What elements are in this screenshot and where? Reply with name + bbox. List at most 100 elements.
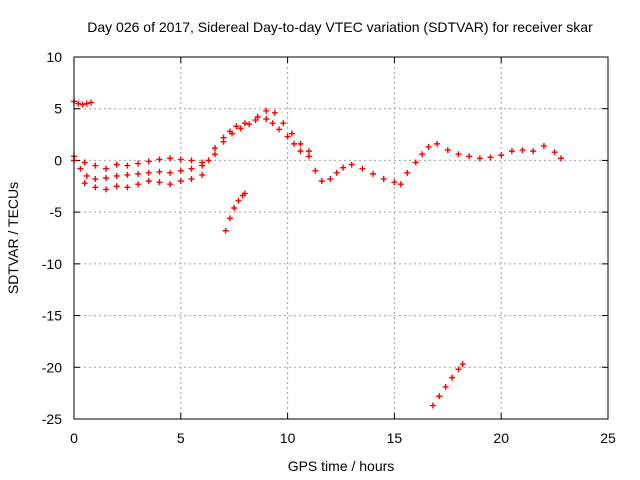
data-point [269,120,276,127]
data-point [167,181,174,188]
data-series [71,116,565,188]
data-point [199,171,206,178]
data-point [81,159,88,166]
data-point [145,169,152,176]
data-point [312,167,319,174]
data-point [348,161,355,168]
data-point [222,227,229,234]
data-point [156,156,163,163]
y-tick-label: -20 [42,359,62,375]
data-point [429,402,436,409]
data-point [291,140,298,147]
data-point [233,123,240,130]
data-point [284,133,291,140]
data-point [124,171,131,178]
y-tick-label: -15 [42,308,62,324]
data-point [113,183,120,190]
data-series [81,171,206,193]
data-point [498,152,505,159]
data-point [124,162,131,169]
data-point [419,151,426,158]
data-point [145,158,152,165]
data-point [404,169,411,176]
data-series [222,190,248,234]
data-point [205,157,212,164]
data-point [263,116,270,123]
data-point [412,159,419,166]
data-point [92,184,99,191]
data-point [167,155,174,162]
data-point [211,151,218,158]
data-point [199,159,206,166]
data-point [318,178,325,185]
data-point [113,161,120,168]
x-tick-label: 25 [600,430,616,446]
data-point [188,176,195,183]
axis-ticks: 0 5 10 15 20 25 10 5 0 -5 -10 -15 -20 -25 [42,49,616,446]
data-point [455,151,462,158]
data-point [558,155,565,162]
data-point [92,162,99,169]
y-tick-label: -5 [50,204,63,220]
data-point [135,160,142,167]
x-tick-label: 0 [70,430,78,446]
data-point [530,148,537,155]
x-tick-label: 5 [177,430,185,446]
data-point [103,175,110,182]
data-point [135,170,142,177]
data-point [436,393,443,400]
data-point [79,101,86,108]
x-tick-label: 10 [280,430,296,446]
y-tick-label: 5 [54,101,62,117]
data-series [71,153,206,172]
data-point [434,140,441,147]
data-point [135,181,142,188]
y-tick-label: 0 [54,152,62,168]
data-point [103,165,110,172]
data-point [508,148,515,155]
data-point [237,125,244,132]
data-point [391,179,398,186]
data-point [226,215,233,222]
chart-title: Day 026 of 2017, Sidereal Day-to-day VTE… [87,19,593,35]
data-point [156,179,163,186]
data-point [444,147,451,154]
data-point [288,130,295,137]
data-point [333,169,340,176]
data-point [177,167,184,174]
x-tick-label: 20 [493,430,509,446]
data-point [177,178,184,185]
data-point [455,366,462,373]
data-point [359,165,366,172]
data-point [77,165,84,172]
data-point [276,126,283,133]
data-point [231,205,238,212]
data-point [145,178,152,185]
data-point [551,149,558,156]
data-points [71,98,565,409]
data-point [380,176,387,183]
data-point [305,153,312,160]
data-point [156,168,163,175]
data-series [211,107,312,158]
data-point [83,172,90,179]
data-point [425,143,432,150]
data-point [252,117,259,124]
data-point [519,147,526,154]
data-point [81,180,88,187]
data-point [340,164,347,171]
data-point [88,99,95,106]
data-point [92,176,99,183]
data-point [327,176,334,183]
data-point [124,184,131,191]
data-point [220,138,227,145]
data-point [540,142,547,149]
data-point [397,181,404,188]
data-point [83,100,90,107]
data-point [229,130,236,137]
data-point [211,145,218,152]
data-point [449,374,456,381]
data-point [188,157,195,164]
